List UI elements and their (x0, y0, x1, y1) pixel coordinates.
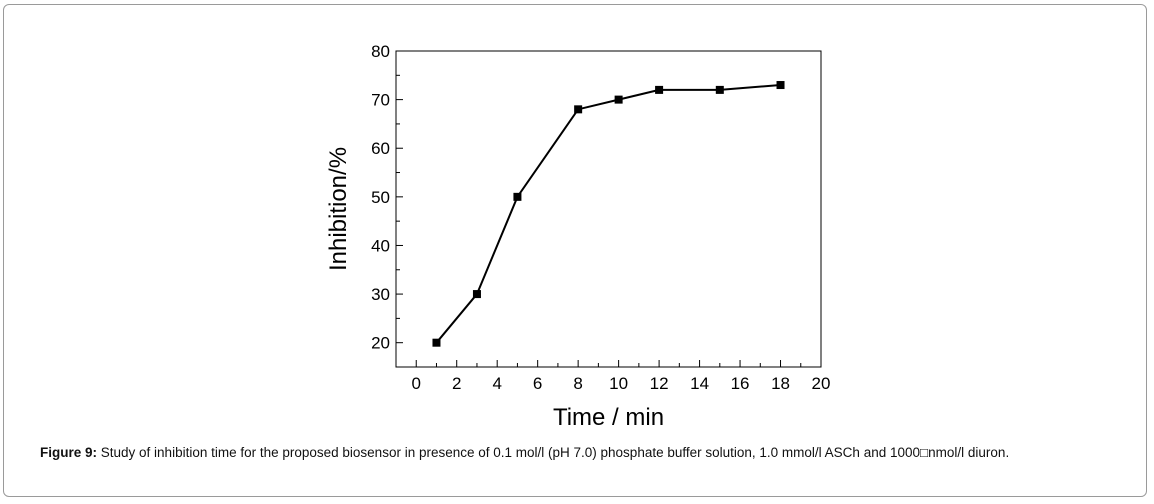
x-axis-label: Time / min (553, 404, 664, 431)
data-point (715, 85, 724, 94)
x-tick-label: 18 (771, 374, 790, 393)
caption-text: Study of inhibition time for the propose… (97, 445, 1010, 460)
y-tick-label: 20 (371, 334, 390, 353)
figure-caption: Figure 9: Study of inhibition time for t… (40, 444, 1120, 462)
x-tick-label: 12 (650, 374, 669, 393)
data-point (776, 81, 785, 90)
y-tick-label: 30 (371, 285, 390, 304)
x-tick-label: 14 (690, 374, 709, 393)
x-tick-label: 2 (452, 374, 461, 393)
x-tick-label: 4 (492, 374, 501, 393)
y-tick-label: 60 (371, 139, 390, 158)
y-axis: 20 30 40 50 60 70 80 (371, 42, 403, 353)
y-tick-label: 40 (371, 236, 390, 255)
data-point (472, 290, 481, 299)
line-chart: 20 30 40 50 60 70 80 0 2 4 6 8 10 12 14 16 18 20 Time / … (325, 42, 831, 431)
plot-area (395, 50, 822, 368)
series-markers (432, 81, 785, 347)
figure-frame (3, 4, 1147, 497)
x-tick-label: 20 (812, 374, 831, 393)
data-point (655, 85, 664, 94)
y-tick-label: 70 (371, 91, 390, 110)
x-tick-label: 6 (533, 374, 542, 393)
data-point (614, 95, 623, 104)
x-tick-label: 10 (609, 374, 628, 393)
data-point (432, 338, 441, 347)
x-axis: 0 2 4 6 8 10 12 14 16 18 20 (412, 360, 831, 393)
caption-label: Figure 9: (40, 445, 98, 460)
y-tick-label: 50 (371, 188, 390, 207)
x-tick-label: 8 (573, 374, 582, 393)
x-tick-label: 0 (412, 374, 421, 393)
y-axis-label: Inhibition/% (325, 147, 352, 271)
data-point (513, 192, 522, 201)
y-tick-label: 80 (371, 42, 390, 61)
x-tick-label: 16 (731, 374, 750, 393)
data-point (574, 105, 583, 114)
series-line (435, 84, 781, 344)
